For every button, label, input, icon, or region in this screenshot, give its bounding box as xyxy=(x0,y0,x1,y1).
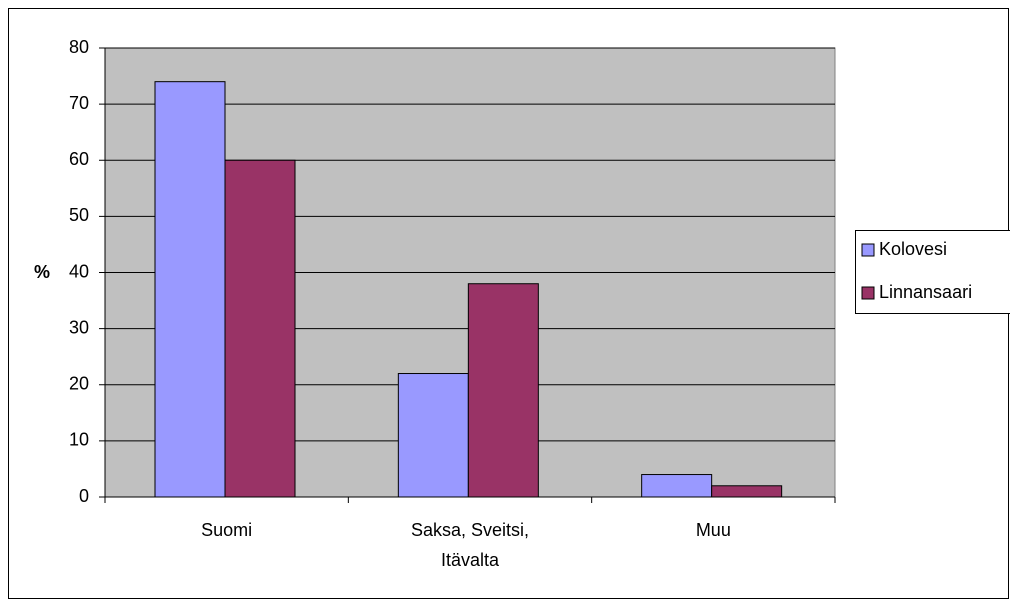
x-tick-label: Muu xyxy=(696,520,731,540)
legend-label: Linnansaari xyxy=(879,282,972,302)
y-tick-label: 10 xyxy=(69,430,89,450)
x-tick-label: Suomi xyxy=(201,520,252,540)
y-tick-label: 30 xyxy=(69,317,89,337)
y-tick-label: 40 xyxy=(69,261,89,281)
bar xyxy=(154,81,226,498)
legend-box xyxy=(855,230,1010,314)
y-axis-label: % xyxy=(34,262,50,282)
y-tick-label: 20 xyxy=(69,374,89,394)
bar xyxy=(641,474,713,498)
y-tick-label: 0 xyxy=(79,486,89,506)
legend-swatch xyxy=(861,243,875,257)
y-tick-label: 60 xyxy=(69,149,89,169)
y-tick-label: 70 xyxy=(69,93,89,113)
bar xyxy=(224,159,296,498)
bar xyxy=(467,283,539,498)
bar xyxy=(711,485,783,498)
x-tick-label: Saksa, Sveitsi, Itävalta xyxy=(411,520,529,570)
bar xyxy=(397,373,469,498)
y-tick-label: 80 xyxy=(69,37,89,57)
legend-label: Kolovesi xyxy=(879,239,947,259)
y-tick-label: 50 xyxy=(69,205,89,225)
legend-swatch xyxy=(861,286,875,300)
